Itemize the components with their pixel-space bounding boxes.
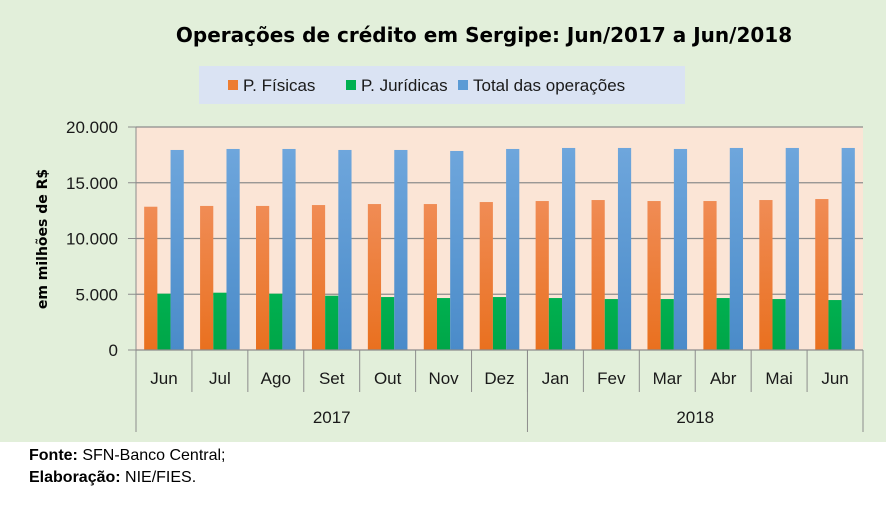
source-label: Fonte: [29,447,78,464]
bar-p-jur-dicas [548,298,563,350]
x-tick-label: Nov [428,369,459,388]
source-line: Fonte: SFN-Banco Central; [29,445,225,467]
legend-label: P. Físicas [243,76,315,95]
bar-p-f-sicas [311,205,326,350]
y-tick-label: 20.000 [66,118,118,137]
bar-p-f-sicas [535,201,549,350]
bar-total-das-opera-es [226,148,240,350]
chart-area: Operações de crédito em Sergipe: Jun/201… [0,0,886,442]
bar-p-f-sicas [367,204,382,350]
bar-p-f-sicas [144,206,158,350]
chart-svg: Operações de crédito em Sergipe: Jun/201… [35,23,864,432]
x-tick-label: Jul [209,369,231,388]
bar-p-jur-dicas [157,293,171,350]
bar-p-jur-dicas [381,297,395,350]
bar-p-f-sicas [479,202,493,350]
bar-total-das-opera-es [785,147,799,350]
bar-p-f-sicas [423,204,437,350]
bar-p-jur-dicas [772,299,786,350]
y-tick-label: 5.000 [75,285,118,304]
bar-p-jur-dicas [325,295,339,350]
bar-p-jur-dicas [492,297,507,350]
bar-p-f-sicas [591,200,605,350]
y-tick-label: 10.000 [66,230,118,249]
y-axis-label: em milhões de R$ [35,169,51,309]
x-tick-label: Set [319,369,345,388]
credits-line: Elaboração: NIE/FIES. [29,467,225,489]
x-group-label: 2017 [313,408,351,427]
source-value: SFN-Banco Central; [77,447,226,464]
bar-p-jur-dicas [604,299,618,350]
x-tick-label: Fev [597,369,626,388]
bar-p-jur-dicas [828,300,842,350]
x-tick-label: Mai [765,369,792,388]
legend-swatch [346,80,356,90]
bar-p-jur-dicas [716,298,730,350]
bar-total-das-opera-es [841,147,855,350]
legend-swatch [458,80,468,90]
x-tick-label: Abr [710,369,737,388]
bar-p-f-sicas [759,200,773,350]
x-tick-label: Out [374,369,402,388]
bar-total-das-opera-es [617,147,632,350]
x-group-label: 2018 [676,408,714,427]
bar-p-jur-dicas [213,292,227,350]
x-tick-label: Ago [261,369,291,388]
legend-box [199,66,685,104]
bar-p-jur-dicas [436,298,451,350]
chart-title: Operações de crédito em Sergipe: Jun/201… [176,23,792,47]
bar-total-das-opera-es [673,148,688,350]
bar-total-das-opera-es [562,147,576,350]
legend-label: P. Jurídicas [361,76,448,95]
bar-total-das-opera-es [729,147,743,350]
bar-p-f-sicas [647,201,661,350]
bar-p-jur-dicas [269,293,283,350]
bar-total-das-opera-es [394,149,408,350]
bar-p-f-sicas [815,199,829,350]
bar-total-das-opera-es [338,149,352,350]
bar-total-das-opera-es [506,148,520,350]
x-tick-label: Jun [150,369,177,388]
x-tick-label: Jun [821,369,848,388]
legend-swatch [228,80,238,90]
bar-p-f-sicas [200,205,214,350]
legend-label: Total das operações [473,76,625,95]
x-tick-label: Jan [542,369,569,388]
source-note: Fonte: SFN-Banco Central; Elaboração: NI… [29,445,225,489]
bar-p-f-sicas [703,201,717,350]
bar-p-f-sicas [256,205,270,350]
x-tick-label: Dez [484,369,514,388]
bar-total-das-opera-es [170,149,184,350]
bar-total-das-opera-es [282,148,296,350]
x-tick-label: Mar [653,369,683,388]
bar-p-jur-dicas [660,299,674,350]
y-tick-label: 0 [109,341,118,360]
y-tick-label: 15.000 [66,174,118,193]
bar-total-das-opera-es [450,150,464,350]
credits-label: Elaboração: [29,469,121,486]
legend: P. Físicas P. Jurídicas Total das operaçõe… [199,66,685,104]
credits-value: NIE/FIES. [120,469,197,486]
